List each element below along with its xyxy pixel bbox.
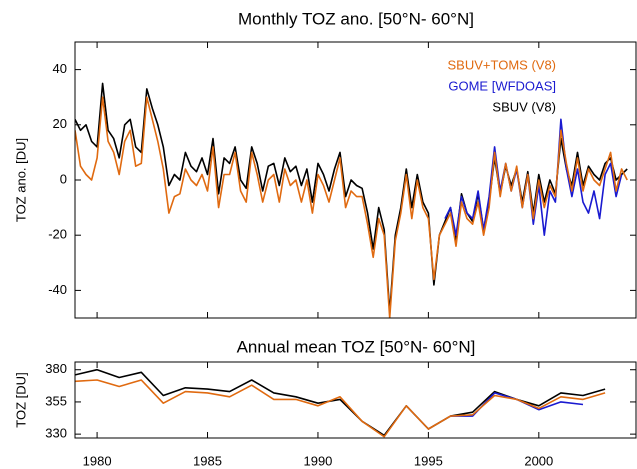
x-tick-label: 1995: [414, 453, 443, 468]
data-line: [75, 96, 628, 318]
y-tick-label: 380: [45, 361, 67, 376]
y-tick-label: 0: [60, 171, 67, 186]
x-tick-label: 1990: [303, 453, 332, 468]
data-line: [75, 379, 606, 438]
x-tick-label: 2000: [524, 453, 553, 468]
legend-entry: SBUV (V8): [492, 99, 556, 114]
data-line: [444, 118, 623, 236]
x-tick-label: 1985: [193, 453, 222, 468]
y-tick-label: 330: [45, 426, 67, 441]
x-tick-label: 1980: [83, 453, 112, 468]
y-tick-label: -20: [48, 227, 67, 242]
y-tick-label: 40: [53, 61, 67, 76]
plot-frame: [74, 361, 637, 439]
y-tick-label: -40: [48, 282, 67, 297]
chart-title: Monthly TOZ ano. [50°N- 60°N]: [238, 9, 474, 28]
y-tick-label: 20: [53, 116, 67, 131]
legend-entry: SBUV+TOMS (V8): [448, 57, 556, 72]
chart-title: Annual mean TOZ [50°N- 60°N]: [237, 337, 476, 356]
y-axis-label: TOZ [DU]: [13, 372, 28, 427]
legend-entry: GOME [WFDOAS]: [448, 78, 556, 93]
y-axis-label: TOZ ano. [DU]: [13, 138, 28, 222]
data-line: [75, 82, 628, 314]
y-tick-label: 355: [45, 393, 67, 408]
